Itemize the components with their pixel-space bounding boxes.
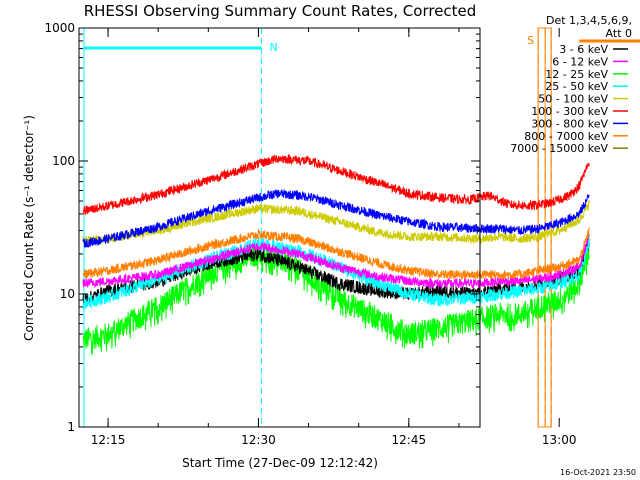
x-tick-label: 12:30 [241,433,276,447]
flag-label: S [527,34,534,47]
legend-label: 7000 - 15000 keV [510,142,608,155]
y-tick-label: 100 [52,154,75,168]
series-layer [82,153,590,355]
legend-label: 800 - 7000 keV [524,130,608,143]
x-tick-label: 12:15 [91,433,126,447]
legend-header: Att 0 [606,27,632,40]
legend-label: 50 - 100 keV [538,93,608,106]
series-line [82,234,590,290]
x-tick-label: 13:00 [542,433,577,447]
legend-label: 12 - 25 keV [545,68,608,81]
y-axis: 1 10 100 1000 [44,21,480,434]
series-line [82,188,590,249]
chart-title: RHESSI Observing Summary Count Rates, Co… [84,2,477,20]
series-line [82,153,590,215]
y-axis-label: Corrected Count Rate (s⁻¹ detector⁻¹) [22,115,36,341]
legend-label: 6 - 12 keV [552,55,608,68]
x-axis-label: Start Time (27-Dec-09 12:12:42) [182,456,378,470]
legend-header: Det 1,3,4,5,6,9, [546,14,632,27]
plot-frame [78,27,481,428]
series-line [82,235,590,310]
legend-label: 25 - 50 keV [545,80,608,93]
render-timestamp: 16-Oct-2021 23:50 [560,468,636,477]
flag-label: N [269,41,277,54]
legend-label: 100 - 300 keV [531,105,608,118]
y-tick-label: 1 [67,420,75,434]
series-line [82,243,590,355]
legend-label: 3 - 6 keV [559,43,608,56]
y-tick-label: 10 [60,287,75,301]
y-tick-label: 1000 [44,21,75,35]
series-line [82,227,590,281]
legend-label: 300 - 800 keV [531,117,608,130]
x-tick-label: 12:45 [392,433,427,447]
